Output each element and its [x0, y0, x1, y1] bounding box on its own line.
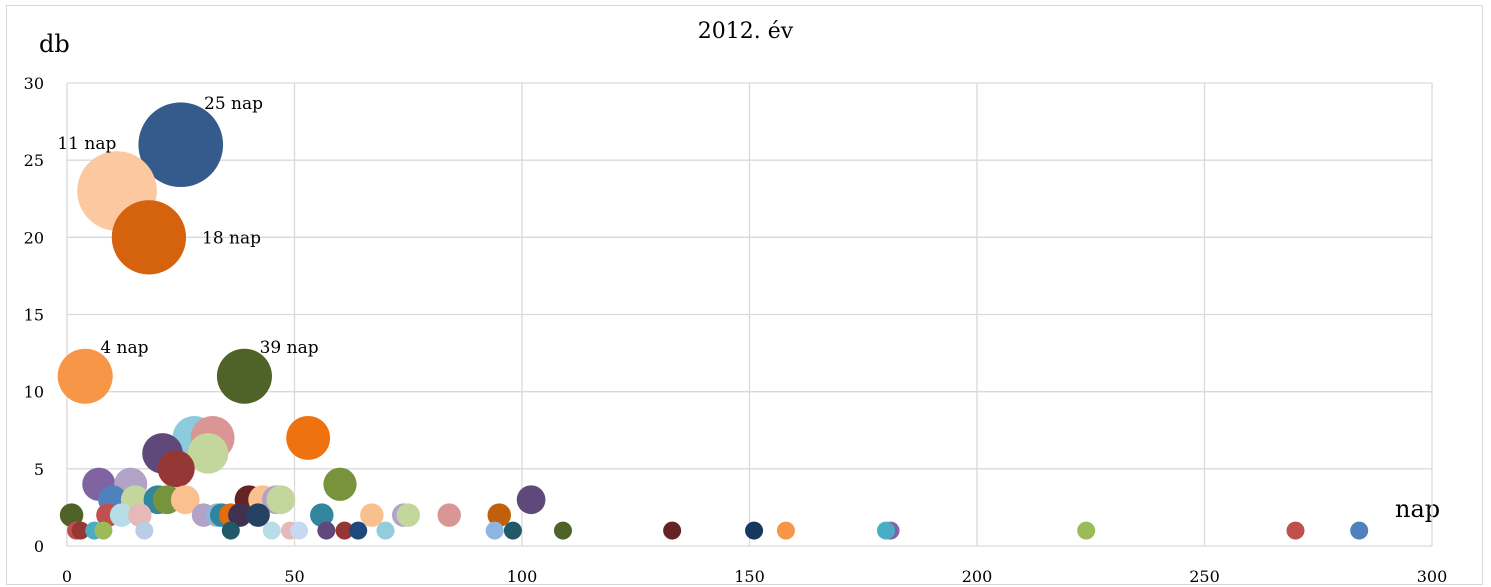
data-point [516, 485, 546, 515]
data-point [487, 503, 511, 527]
data-points [57, 102, 1369, 540]
data-point [360, 503, 384, 527]
data-point [310, 503, 334, 527]
data-point [111, 200, 187, 275]
data-point [286, 416, 331, 460]
y-tick-label: 5 [34, 460, 44, 479]
x-tick-label: 150 [734, 567, 765, 586]
data-point [663, 521, 682, 540]
y-tick-label: 30 [24, 74, 44, 93]
y-tick-label: 25 [24, 151, 44, 170]
data-point [187, 433, 229, 474]
data-point [349, 521, 368, 540]
y-tick-label: 10 [24, 383, 44, 402]
data-point [396, 503, 420, 527]
data-point [437, 503, 461, 527]
data-point [216, 348, 272, 404]
chart-frame [6, 5, 1483, 585]
data-point [157, 450, 195, 488]
data-point [138, 102, 224, 188]
y-axis-label: db [39, 30, 70, 58]
data-label: 4 nap [100, 338, 148, 358]
data-point [1286, 521, 1305, 540]
data-point [1350, 521, 1369, 540]
data-point [71, 521, 90, 540]
data-point [745, 521, 764, 540]
x-tick-label: 100 [507, 567, 538, 586]
data-point [262, 521, 281, 540]
data-point [376, 521, 395, 540]
data-point [135, 521, 154, 540]
data-label: 25 nap [204, 94, 263, 114]
data-point [877, 521, 895, 540]
data-point [246, 503, 270, 527]
data-point [221, 521, 240, 540]
y-tick-label: 15 [24, 306, 44, 325]
x-tick-label: 0 [62, 567, 72, 586]
data-point [59, 503, 84, 527]
data-point [170, 485, 200, 515]
data-point [266, 485, 296, 515]
x-tick-label: 50 [284, 567, 304, 586]
data-point [503, 521, 522, 540]
y-tick-label: 0 [34, 537, 44, 556]
data-point [776, 521, 795, 540]
data-point [485, 521, 504, 540]
data-point [323, 467, 357, 501]
data-point [317, 521, 336, 540]
data-point [1077, 521, 1096, 540]
data-point [228, 503, 252, 527]
data-point [128, 503, 152, 527]
data-point [553, 521, 572, 540]
data-label: 11 nap [57, 134, 116, 154]
data-point [94, 521, 113, 540]
x-tick-label: 300 [1417, 567, 1448, 586]
data-label: 39 nap [260, 338, 319, 358]
data-label: 18 nap [202, 228, 261, 248]
data-point [57, 348, 113, 404]
grid-lines [66, 82, 1433, 547]
chart-title: 2012. év [697, 19, 794, 44]
data-point [335, 521, 354, 540]
data-point [290, 521, 309, 540]
x-tick-label: 200 [962, 567, 993, 586]
data-labels: 25 nap 11 nap 18 nap 4 nap 39 nap [57, 94, 318, 358]
x-tick-label: 250 [1189, 567, 1220, 586]
data-point [109, 503, 134, 527]
y-tick-label: 20 [24, 228, 44, 247]
